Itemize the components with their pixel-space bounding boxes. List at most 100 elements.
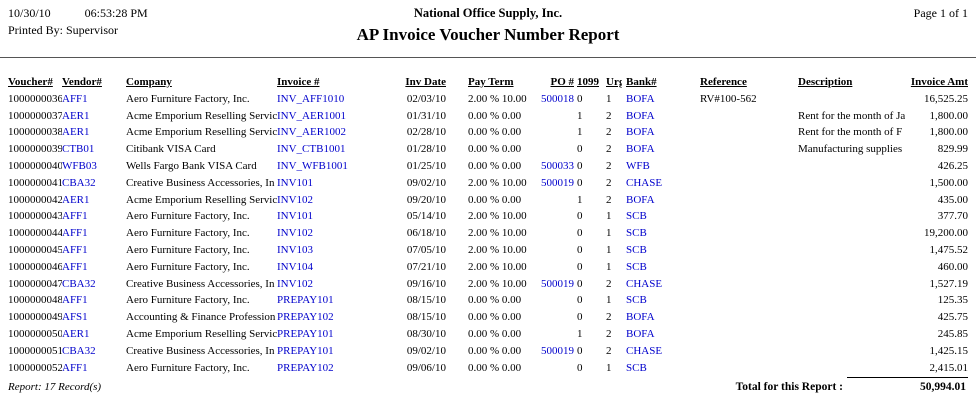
cell-po-link[interactable]: 500019 — [541, 344, 574, 357]
cell-vendor-link[interactable]: AFF1 — [62, 294, 88, 307]
cell-company: Acme Emporium Reselling Servic — [126, 109, 277, 122]
cell-bank-link[interactable]: CHASE — [626, 277, 663, 290]
cell-vendor-link[interactable]: AFS1 — [62, 311, 88, 324]
cell-inv-date: 08/15/10 — [406, 311, 446, 324]
cell-voucher: 1000000050 — [8, 327, 62, 340]
cell-vendor-link[interactable]: AFF1 — [62, 227, 88, 240]
cell-pay-term: 2.00 % 10.00 — [468, 176, 527, 189]
cell-vendor-link[interactable]: AER1 — [62, 109, 90, 122]
cell-inv-date: 07/21/10 — [406, 260, 446, 273]
cell-bank-link[interactable]: BOFA — [626, 126, 655, 139]
cell-pay-term: 0.00 % 0.00 — [468, 294, 522, 307]
cell-1099: 0 — [577, 311, 583, 324]
cell-invoice-link[interactable]: INV101 — [277, 210, 314, 223]
report-footer: Report: 17 Record(s) Total for this Repo… — [8, 376, 968, 401]
cell-invoice-link[interactable]: INV102 — [277, 277, 314, 290]
cell-invoice-amt: 425.75 — [937, 311, 968, 324]
cell-company: Wells Fargo Bank VISA Card — [126, 159, 257, 172]
cell-po-link[interactable]: 500019 — [541, 277, 574, 290]
cell-bank-link[interactable]: BOFA — [626, 193, 655, 206]
cell-vendor-link[interactable]: CBA32 — [62, 344, 96, 357]
cell-invoice-link[interactable]: INV102 — [277, 193, 314, 206]
cell-reference — [700, 323, 798, 340]
cell-bank-link[interactable]: SCB — [626, 227, 647, 240]
cell-invoice-link[interactable]: INV_AER1002 — [277, 126, 347, 139]
cell-invoice-link[interactable]: PREPAY101 — [277, 327, 334, 340]
cell-invoice-amt: 377.70 — [937, 210, 968, 223]
cell-bank-link[interactable]: BOFA — [626, 327, 655, 340]
cell-invoice-link[interactable]: INV104 — [277, 260, 314, 273]
cell-bank-link[interactable]: BOFA — [626, 143, 655, 156]
cell-company: Aero Furniture Factory, Inc. — [126, 227, 250, 240]
cell-vendor-link[interactable]: AFF1 — [62, 243, 88, 256]
cell-invoice-amt: 1,475.52 — [929, 243, 969, 256]
cell-company: Citibank VISA Card — [126, 143, 216, 156]
cell-pay-term: 0.00 % 0.00 — [468, 159, 522, 172]
cell-vendor-link[interactable]: AER1 — [62, 327, 90, 340]
cell-bank-link[interactable]: SCB — [626, 260, 647, 273]
cell-description: Rent for the month of F — [798, 126, 903, 139]
cell-vendor-link[interactable]: AFF1 — [62, 210, 88, 223]
cell-urg: 2 — [606, 176, 612, 189]
cell-reference — [700, 172, 798, 189]
cell-invoice-link[interactable]: INV_AFF1010 — [277, 92, 345, 105]
cell-po-link[interactable]: 500033 — [541, 159, 574, 172]
cell-bank-link[interactable]: CHASE — [626, 176, 663, 189]
cell-invoice-link[interactable]: PREPAY102 — [277, 361, 334, 374]
cell-vendor-link[interactable]: AFF1 — [62, 361, 88, 374]
cell-vendor-link[interactable]: CBA32 — [62, 277, 96, 290]
cell-reference — [700, 105, 798, 122]
cell-vendor-link[interactable]: CBA32 — [62, 176, 96, 189]
cell-bank-link[interactable]: SCB — [626, 361, 647, 374]
cell-company: Creative Business Accessories, In — [126, 344, 275, 357]
cell-invoice-link[interactable]: PREPAY101 — [277, 344, 334, 357]
col-header-invoice: Invoice # — [277, 76, 320, 88]
cell-invoice-link[interactable]: PREPAY102 — [277, 311, 334, 324]
col-header-po: PO # — [550, 76, 574, 88]
cell-reference — [700, 256, 798, 273]
cell-voucher: 1000000041 — [8, 176, 62, 189]
cell-reference — [700, 155, 798, 172]
table-row: 1000000036 AFF1 Aero Furniture Factory, In… — [8, 88, 968, 105]
cell-voucher: 1000000039 — [8, 143, 62, 156]
cell-invoice-link[interactable]: INV_WFB1001 — [277, 159, 348, 172]
cell-vendor-link[interactable]: AFF1 — [62, 92, 88, 105]
col-header-bank: Bank# — [626, 76, 657, 88]
cell-inv-date: 01/25/10 — [406, 159, 446, 172]
cell-po-link[interactable]: 500018 — [541, 92, 574, 105]
cell-reference — [700, 222, 798, 239]
cell-company: Aero Furniture Factory, Inc. — [126, 361, 250, 374]
cell-bank-link[interactable]: WFB — [626, 159, 650, 172]
cell-bank-link[interactable]: SCB — [626, 243, 647, 256]
table-row: 1000000038 AER1 Acme Emporium Reselling Se… — [8, 122, 968, 139]
cell-description — [798, 290, 905, 307]
cell-po-link[interactable]: 500019 — [541, 176, 574, 189]
cell-invoice-link[interactable]: INV_CTB1001 — [277, 143, 346, 156]
cell-bank-link[interactable]: CHASE — [626, 344, 663, 357]
cell-company: Accounting & Finance Profession — [126, 311, 276, 324]
cell-bank-link[interactable]: BOFA — [626, 109, 655, 122]
cell-vendor-link[interactable]: AER1 — [62, 126, 90, 139]
cell-company: Aero Furniture Factory, Inc. — [126, 260, 250, 273]
report-title: AP Invoice Voucher Number Report — [356, 25, 620, 44]
cell-po-link — [540, 256, 574, 273]
cell-1099: 1 — [577, 327, 583, 340]
cell-vendor-link[interactable]: AFF1 — [62, 260, 88, 273]
cell-bank-link[interactable]: SCB — [626, 294, 647, 307]
cell-voucher: 1000000038 — [8, 126, 62, 139]
cell-invoice-link[interactable]: INV102 — [277, 227, 314, 240]
cell-vendor-link[interactable]: CTB01 — [62, 143, 95, 156]
cell-vendor-link[interactable]: WFB03 — [62, 159, 97, 172]
cell-inv-date: 08/15/10 — [406, 294, 446, 307]
cell-bank-link[interactable]: BOFA — [626, 311, 655, 324]
cell-invoice-link[interactable]: INV_AER1001 — [277, 109, 347, 122]
record-count: Report: 17 Record(s) — [8, 380, 102, 393]
cell-bank-link[interactable]: BOFA — [626, 92, 655, 105]
cell-invoice-link[interactable]: INV103 — [277, 243, 314, 256]
cell-inv-date: 01/31/10 — [406, 109, 446, 122]
cell-vendor-link[interactable]: AER1 — [62, 193, 90, 206]
cell-invoice-link[interactable]: PREPAY101 — [277, 294, 334, 307]
cell-bank-link[interactable]: SCB — [626, 210, 647, 223]
cell-invoice-link[interactable]: INV101 — [277, 176, 314, 189]
cell-company: Aero Furniture Factory, Inc. — [126, 243, 250, 256]
